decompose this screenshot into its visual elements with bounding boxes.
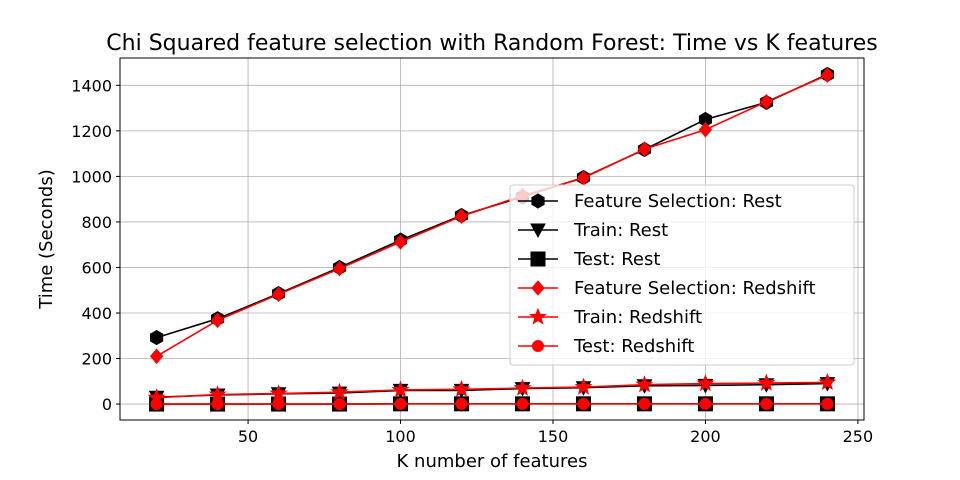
y-tick-label: 400 xyxy=(81,304,112,323)
data-point xyxy=(757,373,776,391)
legend-item: Train: Rest xyxy=(518,220,668,241)
data-point xyxy=(210,312,225,329)
data-point xyxy=(760,397,773,410)
data-point xyxy=(332,260,347,277)
series-line xyxy=(156,382,828,398)
series-line xyxy=(156,381,828,399)
x-tick-label: 50 xyxy=(238,427,258,446)
data-point xyxy=(333,398,346,411)
y-tick-label: 0 xyxy=(102,395,112,414)
legend-marker xyxy=(529,307,547,325)
series-layer xyxy=(147,66,837,412)
x-tick-label: 150 xyxy=(538,427,569,446)
series-1 xyxy=(148,377,836,406)
data-point xyxy=(393,234,408,250)
legend-item: Test: Redshift xyxy=(518,336,694,357)
data-point xyxy=(452,379,471,397)
series-line xyxy=(156,74,828,357)
data-point xyxy=(272,398,285,411)
data-point xyxy=(637,141,652,157)
legend-label: Test: Redshift xyxy=(573,336,694,357)
legend-item: Feature Selection: Redshift xyxy=(518,278,816,299)
data-point xyxy=(577,397,590,410)
y-tick-label: 1200 xyxy=(71,122,112,141)
legend-label: Train: Redshift xyxy=(573,307,702,328)
data-point xyxy=(516,397,529,410)
data-point xyxy=(330,382,349,400)
y-tick-label: 800 xyxy=(81,213,112,232)
data-point xyxy=(208,385,227,403)
data-point xyxy=(818,372,837,391)
legend-label: Test: Rest xyxy=(573,249,660,270)
data-point xyxy=(391,380,410,398)
data-point xyxy=(699,397,712,410)
legend-marker xyxy=(531,193,545,209)
legend-item: Train: Redshift xyxy=(518,307,702,328)
x-tick-label: 100 xyxy=(385,427,416,446)
data-point xyxy=(759,93,774,110)
data-point xyxy=(271,286,286,303)
series-5 xyxy=(150,397,834,411)
legend-item: Feature Selection: Rest xyxy=(518,191,782,212)
data-point xyxy=(513,378,532,396)
data-point xyxy=(698,121,713,138)
legend-item: Test: Rest xyxy=(518,249,660,270)
data-point xyxy=(394,397,407,410)
legend-marker xyxy=(532,340,544,352)
data-point xyxy=(821,397,834,410)
legend-box xyxy=(509,184,855,366)
legend-marker xyxy=(530,223,546,239)
y-tick-label: 200 xyxy=(81,350,112,369)
data-point xyxy=(635,375,654,393)
y-axis-label: Time (Seconds) xyxy=(36,169,57,309)
data-point xyxy=(211,398,224,411)
data-point xyxy=(696,374,715,392)
data-point xyxy=(638,397,651,410)
data-point xyxy=(455,397,468,410)
plot-area-frame xyxy=(119,57,865,421)
y-tick-label: 600 xyxy=(81,258,112,277)
data-point xyxy=(820,67,835,83)
data-point xyxy=(150,398,163,411)
data-point xyxy=(454,208,469,224)
y-tick-label: 1000 xyxy=(71,167,112,186)
x-tick-label: 200 xyxy=(690,427,721,446)
legend-label: Feature Selection: Rest xyxy=(574,191,782,212)
legend: Feature Selection: Rest Train: Rest Test: … xyxy=(509,184,855,366)
series-4 xyxy=(147,372,837,406)
legend-marker xyxy=(530,251,546,267)
data-point xyxy=(150,330,164,346)
chart-title: Chi Squared feature selection with Rando… xyxy=(106,31,877,56)
x-tick-label: 250 xyxy=(843,427,874,446)
series-3 xyxy=(149,67,835,365)
legend-label: Train: Rest xyxy=(573,220,668,241)
axis-ticks: 50 100 150 200 250 0 200 400 600 800 1000 1200 1400 xyxy=(71,76,873,446)
x-axis-label: K number of features xyxy=(397,451,588,472)
data-point xyxy=(149,348,164,365)
data-point xyxy=(574,377,593,395)
legend-label: Feature Selection: Redshift xyxy=(574,278,816,299)
y-tick-label: 1400 xyxy=(71,76,112,95)
data-point xyxy=(269,384,288,402)
legend-marker xyxy=(531,280,545,296)
